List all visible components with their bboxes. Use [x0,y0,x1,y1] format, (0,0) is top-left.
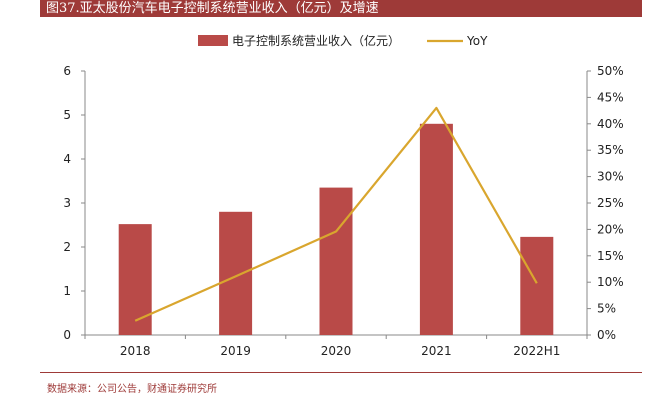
bar [319,187,353,335]
left-tick-label: 4 [63,152,71,166]
x-tick-label: 2020 [321,344,352,358]
left-tick-label: 6 [63,64,71,78]
right-tick-label: 5% [597,302,616,316]
chart-title: 图37.亚太股份汽车电子控制系统营业收入（亿元）及增速 [46,1,379,16]
footer-divider [40,372,642,373]
left-tick-label: 3 [63,196,71,210]
right-tick-label: 0% [597,328,616,342]
x-tick-label: 2019 [220,344,251,358]
right-tick-label: 30% [597,170,624,184]
legend-line-label: YoY [466,34,488,48]
right-tick-label: 15% [597,249,624,263]
x-tick-label: 2021 [421,344,452,358]
x-tick-label: 2022H1 [513,344,560,358]
bar [520,236,554,335]
left-tick-label: 0 [63,328,71,342]
legend-bar-label: 电子控制系统营业收入（亿元） [232,33,400,48]
right-tick-label: 40% [597,117,624,131]
left-tick-label: 1 [63,284,71,298]
right-tick-label: 25% [597,196,624,210]
x-tick-label: 2018 [120,344,151,358]
bar [118,224,152,335]
legend-bar-swatch [198,35,228,46]
right-tick-label: 45% [597,90,624,104]
source-note: 数据来源：公司公告，财通证券研究所 [47,384,217,395]
left-tick-label: 5 [63,108,71,122]
right-tick-label: 10% [597,275,624,289]
title-bar: 图37.亚太股份汽车电子控制系统营业收入（亿元）及增速 [40,0,642,17]
right-tick-label: 50% [597,64,624,78]
right-tick-label: 20% [597,222,624,236]
bar [219,211,253,335]
bar [419,123,453,335]
right-tick-label: 35% [597,143,624,157]
left-tick-label: 2 [63,240,71,254]
